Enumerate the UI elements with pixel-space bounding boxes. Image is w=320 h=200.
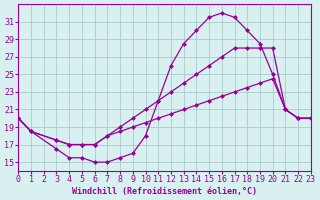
X-axis label: Windchill (Refroidissement éolien,°C): Windchill (Refroidissement éolien,°C) (72, 187, 257, 196)
